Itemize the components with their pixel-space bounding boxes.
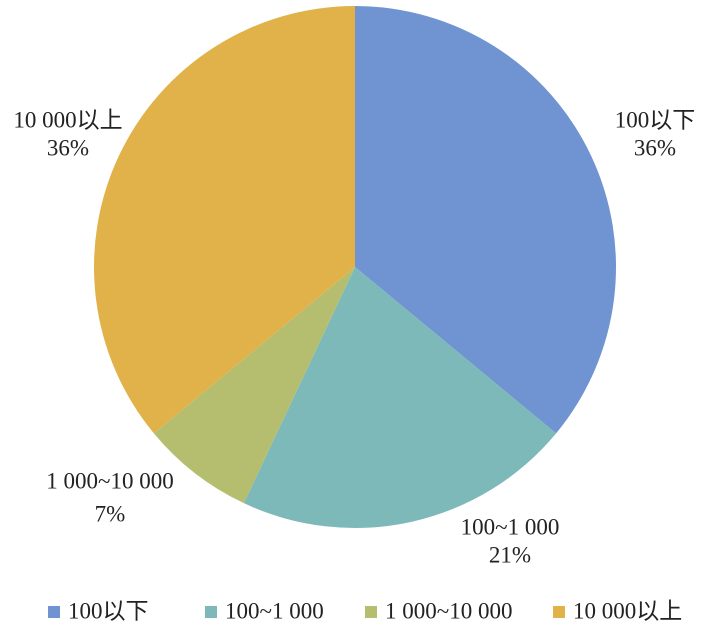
pie-slice — [355, 6, 616, 434]
slice-label: 10 000以上 — [13, 107, 122, 132]
legend-swatch — [365, 606, 377, 618]
legend-label: 1 000~10 000 — [385, 598, 512, 623]
legend-swatch — [553, 606, 565, 618]
pie-slice — [93, 6, 355, 434]
legend-label: 100~1 000 — [225, 598, 324, 623]
slice-value-label: 36% — [634, 135, 676, 160]
legend-swatch — [205, 606, 217, 618]
slice-value-label: 7% — [95, 501, 126, 526]
legend-label: 100以下 — [68, 598, 149, 623]
pie-slice — [153, 267, 355, 504]
slice-value-label: 21% — [489, 542, 531, 567]
pie-slice — [243, 267, 557, 528]
slice-value-label: 36% — [47, 135, 89, 160]
legend-swatch — [48, 606, 60, 618]
slice-label: 100~1 000 — [461, 514, 560, 539]
slice-label: 1 000~10 000 — [46, 468, 173, 493]
slice-label: 100以下 — [615, 107, 696, 132]
legend-label: 10 000以上 — [573, 598, 682, 623]
